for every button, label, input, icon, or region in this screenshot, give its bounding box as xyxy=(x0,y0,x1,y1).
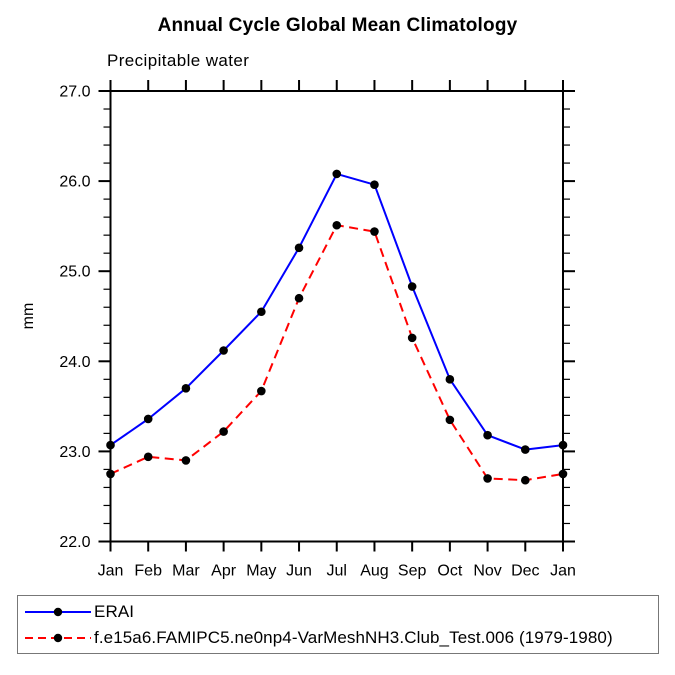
y-tick-label: 25.0 xyxy=(59,264,90,281)
x-tick-label: Jan xyxy=(98,563,124,580)
x-tick-label: May xyxy=(246,563,276,580)
x-tick-label: Jul xyxy=(327,563,347,580)
x-tick-label: Feb xyxy=(134,563,162,580)
data-point xyxy=(483,474,492,483)
data-point xyxy=(483,430,492,440)
y-axis-title: mm xyxy=(20,303,37,330)
data-point xyxy=(520,445,530,454)
x-tick-label: Apr xyxy=(211,563,237,580)
x-tick-label: Nov xyxy=(473,563,501,580)
data-point xyxy=(558,440,568,450)
legend-marker-icon xyxy=(53,607,63,616)
plot-area: Jan Feb Mar Apr May Jun Jul Aug Sep Oct Nov Dec Jan 2… xyxy=(20,80,576,580)
data-point xyxy=(370,180,379,190)
data-point xyxy=(294,293,304,303)
data-point xyxy=(181,384,191,393)
x-tick-label: Jan xyxy=(550,563,576,580)
data-point xyxy=(257,386,266,396)
legend-label-model: f.e15a6.FAMIPC5.ne0np4-VarMeshNH3.Club_T… xyxy=(94,627,613,647)
series-line-erai xyxy=(109,172,564,451)
legend-marker-icon xyxy=(53,633,63,642)
data-point xyxy=(181,456,191,465)
chart-subtitle: Precipitable water xyxy=(107,51,250,70)
x-tick-label: Oct xyxy=(437,563,462,580)
data-point xyxy=(219,427,228,436)
data-point xyxy=(407,282,417,291)
y-tick-label: 27.0 xyxy=(59,84,90,101)
y-tick-label: 26.0 xyxy=(59,174,90,191)
x-tick-label: Aug xyxy=(360,563,388,580)
x-tick-label: Dec xyxy=(511,563,539,580)
data-point xyxy=(332,169,342,179)
axis-frame xyxy=(109,90,564,543)
y-tick-label: 23.0 xyxy=(59,444,90,461)
legend-line-sample-model xyxy=(25,633,91,642)
data-point xyxy=(558,469,568,479)
data-point xyxy=(294,243,304,253)
data-point xyxy=(143,452,153,462)
data-point xyxy=(219,346,228,355)
legend: ERAI f.e15a6.FAMIPC5.ne0np4-VarMeshNH3.C… xyxy=(17,595,659,654)
data-point xyxy=(520,475,530,485)
y-tick-label: 24.0 xyxy=(59,354,90,371)
legend-item-erai: ERAI xyxy=(22,599,658,624)
data-point xyxy=(370,227,379,236)
data-point xyxy=(257,307,266,317)
data-point xyxy=(407,333,417,343)
data-point xyxy=(106,469,115,479)
legend-item-model: f.e15a6.FAMIPC5.ne0np4-VarMeshNH3.Club_T… xyxy=(22,625,658,650)
data-point xyxy=(106,440,115,450)
x-tick-label: Sep xyxy=(398,563,427,580)
legend-line-sample-erai xyxy=(25,607,91,616)
data-point xyxy=(143,414,153,424)
x-tick-label: Mar xyxy=(172,563,200,580)
legend-label-erai: ERAI xyxy=(94,601,135,621)
y-tick-label: 22.0 xyxy=(59,534,90,551)
series-line-model xyxy=(110,224,564,482)
data-point xyxy=(332,220,342,230)
x-tick-label: Jun xyxy=(286,563,312,580)
data-point xyxy=(445,375,455,384)
data-point xyxy=(445,415,455,425)
chart-title: Annual Cycle Global Mean Climatology xyxy=(157,15,518,36)
